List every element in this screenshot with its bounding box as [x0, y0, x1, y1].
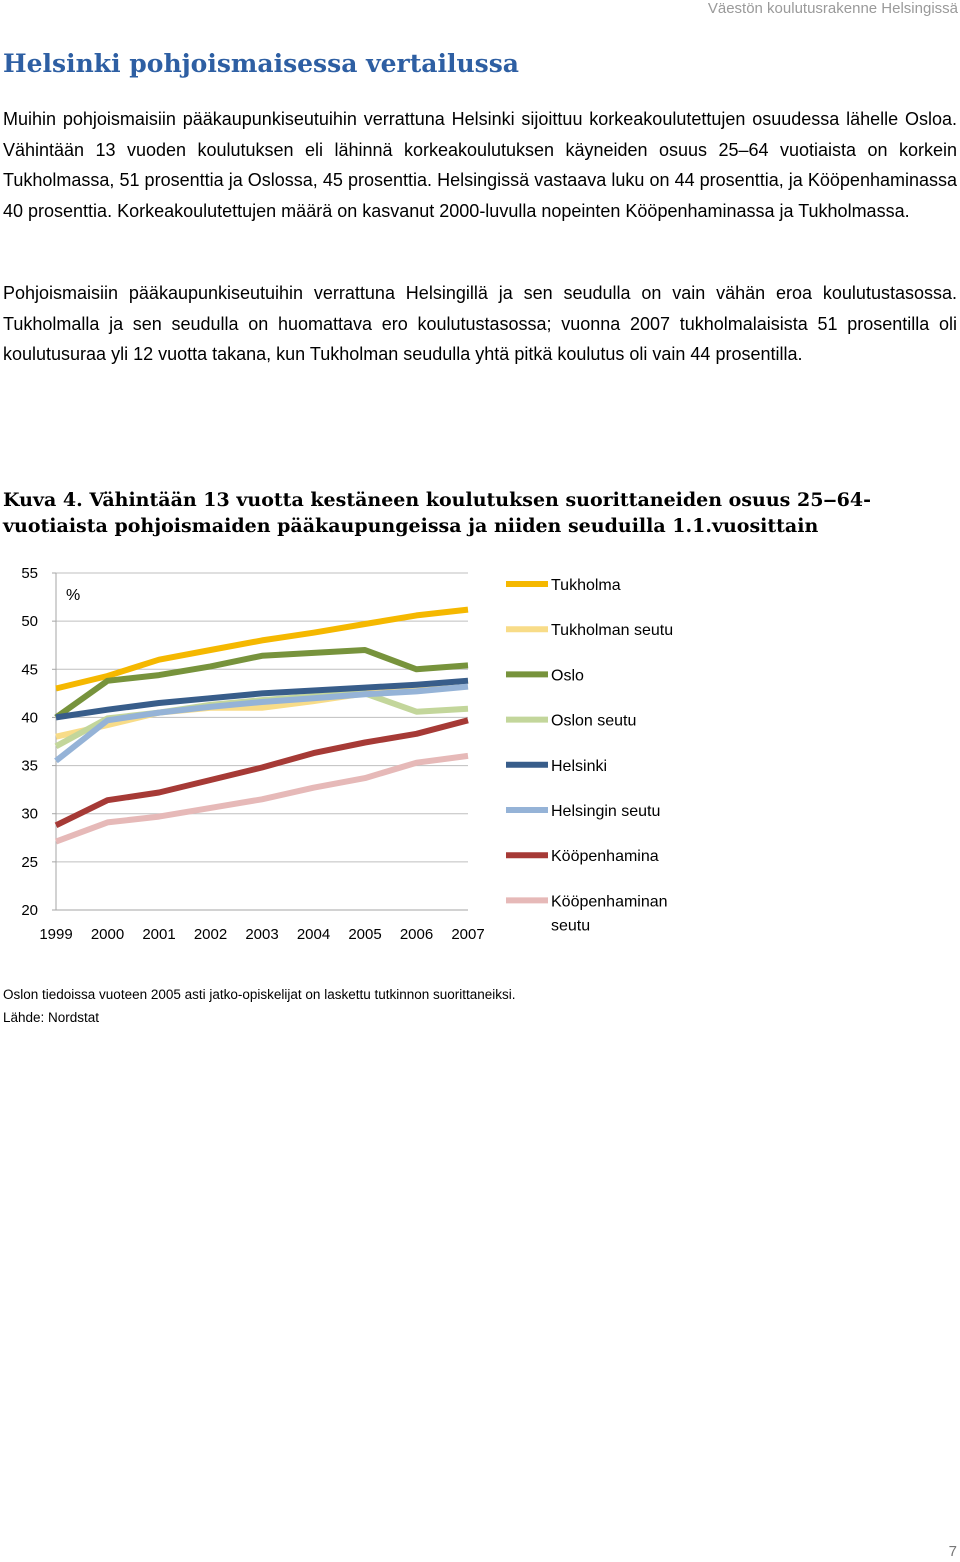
body-paragraph-2: Pohjoismaisiin pääkaupunkiseutuihin verr… — [3, 283, 957, 364]
x-tick-label: 2005 — [348, 926, 381, 943]
legend-label: Oslo — [551, 667, 584, 684]
series-line-7 — [54, 752, 469, 845]
legend-item: Kööpenhaminan seutu — [506, 893, 668, 934]
series-line-5 — [54, 683, 469, 764]
series-line-4 — [55, 677, 469, 721]
series-lines — [54, 606, 469, 845]
x-tick-label: 2001 — [142, 926, 175, 943]
figure-caption: Kuva 4. Vähintään 13 vuotta kestäneen ko… — [3, 489, 871, 537]
legend-item: Helsinki — [506, 758, 607, 775]
y-tick-label: 50 — [21, 613, 38, 630]
series-line-1 — [55, 677, 469, 740]
legend-label: seutu — [551, 917, 590, 934]
legend: Tukholma Tukholman seutu Oslo Oslon seutu He… — [506, 577, 673, 934]
body-paragraph-1: Muihin pohjoismaisiin pääkaupunkiseutuih… — [3, 109, 957, 221]
y-tick-label: 25 — [21, 854, 38, 871]
y-tick-label: 40 — [21, 709, 38, 726]
x-tick-label: 1999 — [39, 926, 72, 943]
x-tick-label: 2003 — [245, 926, 278, 943]
series-line-0 — [55, 606, 469, 692]
legend-label: Helsinki — [551, 758, 607, 775]
x-tick-label: 2004 — [297, 926, 330, 943]
legend-item: Tukholman seutu — [506, 622, 673, 639]
y-tick-label: 20 — [21, 902, 38, 919]
legend-item: Oslon seutu — [506, 713, 636, 730]
figure-note: Oslon tiedoissa vuoteen 2005 asti jatko-… — [3, 987, 516, 1002]
section-title: Helsinki pohjoismaisessa vertailussa — [3, 49, 519, 78]
y-tick-label: 45 — [21, 661, 38, 678]
legend-item: Kööpenhamina — [506, 848, 659, 865]
x-tick-label: 2006 — [400, 926, 433, 943]
x-tick-label: 2002 — [194, 926, 227, 943]
legend-item: Oslo — [506, 667, 584, 684]
page-number: 7 — [948, 1543, 957, 1560]
legend-label: Kööpenhamina — [551, 848, 659, 865]
legend-label: Tukholma — [551, 577, 621, 594]
legend-label: Helsingin seutu — [551, 803, 660, 820]
legend-label: Oslon seutu — [551, 713, 636, 730]
legend-item: Helsingin seutu — [506, 803, 660, 820]
series-line-2 — [54, 647, 469, 720]
legend-label: Tukholman seutu — [551, 622, 673, 639]
x-tick-label: 2000 — [91, 926, 124, 943]
y-unit-label: % — [66, 587, 80, 604]
legend-label: Kööpenhaminan — [551, 893, 668, 910]
legend-item: Tukholma — [506, 577, 621, 594]
y-tick-label: 30 — [21, 806, 38, 823]
y-tick-label: 35 — [21, 758, 38, 775]
series-line-6 — [54, 717, 469, 828]
y-tick-label: 55 — [21, 565, 38, 582]
x-tick-label: 2007 — [451, 926, 484, 943]
figure-source: Lähde: Nordstat — [3, 1010, 100, 1025]
running-header: Väestön koulutusrakenne Helsingissä — [707, 0, 958, 17]
